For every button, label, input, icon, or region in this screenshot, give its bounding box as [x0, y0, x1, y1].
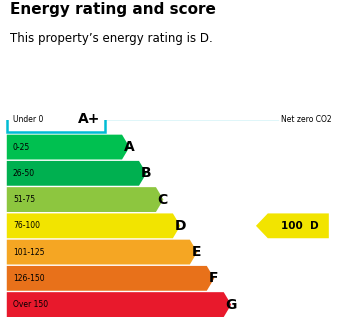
- Text: D: D: [175, 219, 186, 233]
- Polygon shape: [7, 161, 146, 186]
- Polygon shape: [7, 240, 197, 264]
- Text: A: A: [124, 140, 135, 154]
- Text: 0-25: 0-25: [13, 143, 30, 152]
- Text: Under 0: Under 0: [13, 114, 43, 124]
- Text: C: C: [158, 192, 168, 207]
- Text: 26-50: 26-50: [13, 169, 35, 178]
- Text: A+: A+: [78, 112, 100, 126]
- Text: Net zero CO2: Net zero CO2: [281, 114, 332, 124]
- Text: F: F: [208, 271, 218, 285]
- Polygon shape: [7, 292, 231, 317]
- Text: This property’s energy rating is D.: This property’s energy rating is D.: [10, 32, 213, 45]
- Bar: [7, 106, 105, 132]
- Text: 126-150: 126-150: [13, 274, 44, 283]
- Text: 76-100: 76-100: [13, 221, 40, 230]
- Text: E: E: [192, 245, 201, 259]
- Polygon shape: [7, 266, 214, 291]
- Polygon shape: [7, 135, 129, 159]
- Text: Over 150: Over 150: [13, 300, 48, 309]
- Text: B: B: [141, 166, 151, 180]
- Text: 100  D: 100 D: [281, 221, 319, 231]
- Polygon shape: [7, 187, 163, 212]
- Text: 51-75: 51-75: [13, 195, 35, 204]
- Text: Energy rating and score: Energy rating and score: [10, 2, 216, 16]
- Text: G: G: [225, 298, 237, 312]
- Polygon shape: [256, 213, 329, 238]
- Text: 101-125: 101-125: [13, 248, 44, 256]
- Polygon shape: [7, 213, 180, 238]
